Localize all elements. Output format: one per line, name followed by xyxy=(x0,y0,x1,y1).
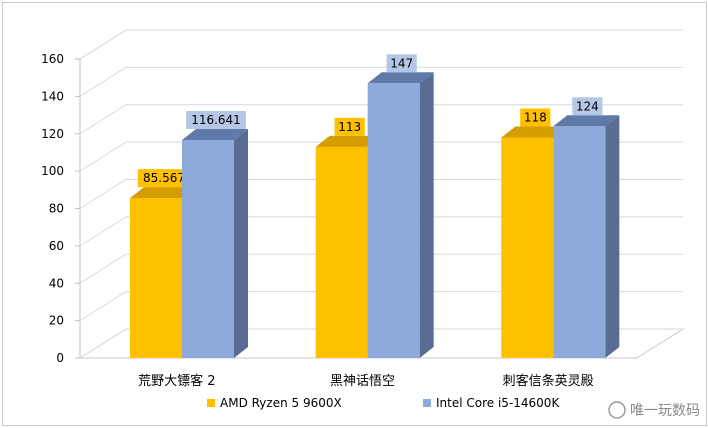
y-tick-label: 160 xyxy=(41,52,64,66)
legend-swatch xyxy=(423,399,431,407)
data-label: 147 xyxy=(390,56,413,70)
gridline xyxy=(79,253,683,284)
bar-side xyxy=(234,129,248,358)
bar-top xyxy=(553,115,620,127)
y-tick-label: 20 xyxy=(49,314,64,328)
category-label: 黑神话悟空 xyxy=(330,374,395,389)
data-label: 116.641 xyxy=(191,113,241,127)
bar-top xyxy=(501,126,568,138)
y-tick-label: 80 xyxy=(49,202,64,216)
data-label-box xyxy=(334,117,365,136)
weibo-icon xyxy=(608,401,626,419)
legend-swatch xyxy=(207,399,215,407)
bar xyxy=(315,146,368,358)
data-label-box xyxy=(137,169,191,188)
legend-label: Intel Core i5-14600K xyxy=(436,396,560,410)
bar-side xyxy=(419,72,434,358)
data-label-box xyxy=(186,111,246,130)
bar-top xyxy=(367,72,434,84)
y-tick-label: 120 xyxy=(41,127,64,141)
data-label-box xyxy=(520,108,551,127)
gridline xyxy=(79,141,683,172)
bar xyxy=(553,126,606,359)
grid-lines xyxy=(79,29,683,359)
y-tick-label: 140 xyxy=(41,89,64,103)
x-axis-categories: 荒野大镖客 2 黑神话悟空 刺客信条英灵殿 xyxy=(138,373,594,389)
gridline xyxy=(79,216,683,247)
data-label: 118 xyxy=(524,110,547,124)
bar-top xyxy=(182,129,248,141)
bar-side xyxy=(605,115,620,359)
data-label: 85.567 xyxy=(143,171,185,185)
bar xyxy=(501,137,554,358)
y-axis-ticks: 0 20 40 60 80 100 120 140 160 xyxy=(41,52,81,365)
legend-label: AMD Ryzen 5 9600X xyxy=(220,396,342,410)
gridline xyxy=(79,66,683,97)
watermark-text: 唯一玩数码 xyxy=(630,403,700,419)
category-label: 刺客信条英灵殿 xyxy=(503,373,594,389)
bar xyxy=(367,83,420,358)
gridline xyxy=(79,179,683,209)
y-tick-label: 100 xyxy=(41,164,64,178)
legend: AMD Ryzen 5 9600X Intel Core i5-14600K xyxy=(207,396,560,410)
watermark: 唯一玩数码 xyxy=(608,401,700,419)
bars: 85.567 116.641 113 147 118 124 xyxy=(130,54,620,359)
bar-top xyxy=(315,135,382,147)
data-label: 113 xyxy=(338,120,361,134)
y-tick-label: 60 xyxy=(49,239,64,253)
gridline xyxy=(79,104,683,135)
gridline xyxy=(79,291,683,322)
bar-top xyxy=(130,187,196,199)
data-label-box xyxy=(386,54,417,73)
gridline xyxy=(79,328,683,359)
bar xyxy=(182,140,234,358)
category-label: 荒野大镖客 2 xyxy=(138,373,215,389)
data-label-box xyxy=(572,97,603,116)
y-tick-label: 40 xyxy=(49,276,64,290)
data-label: 124 xyxy=(576,99,599,113)
gridline xyxy=(79,29,683,60)
bar xyxy=(130,198,182,358)
y-tick-label: 0 xyxy=(56,351,64,365)
